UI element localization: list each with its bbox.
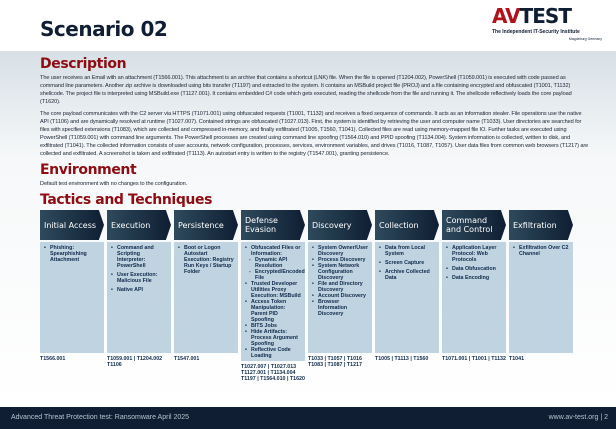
technique-item: Data Obfuscation	[445, 266, 503, 272]
technique-item: Screen Capture	[378, 260, 436, 266]
technique-item: Data from Local System	[378, 245, 436, 257]
technique-ids: T1033 | T1057 | T1016 T1083 | T1087 | T1…	[308, 356, 362, 368]
technique-item: Archive Collected Data	[378, 269, 436, 281]
tactic-column: Execution Command and Scripting Interpret…	[107, 210, 171, 368]
tactic-techniques: Command and Scripting Interpreter: Power…	[107, 242, 171, 353]
logo-wordmark: AVTEST	[492, 4, 572, 28]
technique-item: System Owner/User Discovery	[311, 245, 369, 257]
technique-item: Phishing: Spearphishing Attachment	[43, 245, 101, 263]
page-header: Scenario 02 AVTEST The Independent IT-Se…	[0, 0, 616, 51]
tactic-name: Initial Access	[44, 220, 97, 230]
technique-item: Command and Scripting Interpreter: Power…	[110, 245, 168, 269]
tactics-table: Initial Access Phishing: Spearphishing At…	[40, 210, 596, 382]
tactic-header: Initial Access	[40, 210, 104, 240]
tactic-header: Exfiltration	[509, 210, 573, 240]
tactic-techniques: Exfiltration Over C2 Channel	[509, 242, 573, 353]
technique-item: Process Discovery	[311, 257, 369, 263]
tactic-header: Persistence	[174, 210, 238, 240]
tactic-column: Defense Evasion Obfuscated Files or Infor…	[241, 210, 305, 382]
description-paragraph-1: The user receives an Email with an attac…	[40, 75, 572, 105]
technique-ids: T1005 | T1113 | T1560	[375, 356, 429, 362]
technique-ids: T1547.001	[174, 356, 200, 362]
footer-page: www.av-test.org | 2	[548, 414, 608, 421]
description-heading: Description	[40, 56, 127, 72]
technique-item: Data Encoding	[445, 275, 503, 281]
technique-item: Browser Information Discovery	[311, 299, 369, 317]
technique-item: Reflective Code Loading	[244, 347, 302, 359]
tactic-techniques: Obfuscated Files or Information:Dynamic …	[241, 242, 305, 361]
tactic-name: Exfiltration	[513, 220, 557, 230]
technique-item: BITS Jobs	[244, 323, 302, 329]
tactic-header: Execution	[107, 210, 171, 240]
technique-item: Dynamic API Resolution	[248, 257, 302, 269]
tactics-heading: Tactics and Techniques	[40, 192, 213, 208]
tactic-column: Command and Control Application Layer Pro…	[442, 210, 506, 362]
technique-item: User Execution: Malicious File	[110, 272, 168, 284]
tactic-name: Discovery	[312, 220, 352, 230]
technique-item: Obfuscated Files or Information:	[244, 245, 302, 257]
tactic-name: Collection	[379, 220, 419, 230]
technique-ids: T1071.001 | T1001 | T1132	[442, 356, 506, 362]
technique-item: Access Token Manipulation: Parent PID Sp…	[244, 299, 302, 323]
technique-item: Native API	[110, 287, 168, 293]
tactic-name: Persistence	[178, 220, 224, 230]
technique-item: File and Directory Discovery	[311, 281, 369, 293]
tactic-name: Defense Evasion	[245, 216, 278, 234]
technique-ids: T1059.001 | T1204.002 T1106	[107, 356, 163, 368]
tactic-header: Command and Control	[442, 210, 506, 240]
technique-item: Boot or Logon Autostart Execution: Regis…	[177, 245, 235, 275]
logo-location: Magdeburg Germany	[568, 37, 602, 41]
environment-heading: Environment	[40, 162, 137, 178]
tactic-header: Collection	[375, 210, 439, 240]
tactic-column: Persistence Boot or Logon Autostart Execu…	[174, 210, 238, 362]
tactic-column: Discovery System Owner/User DiscoveryProc…	[308, 210, 372, 368]
technique-item: Encrypted/Encoded File	[248, 269, 305, 281]
page-title: Scenario 02	[40, 17, 168, 41]
tactic-header: Discovery	[308, 210, 372, 240]
tactic-techniques: Boot or Logon Autostart Execution: Regis…	[174, 242, 238, 353]
description-paragraph-2: The core payload communicates with the C…	[40, 111, 589, 157]
environment-text: Default test environment with no changes…	[40, 181, 188, 187]
technique-ids: T1027.007 | T1027.013 T1127.001 | T1134.…	[241, 364, 305, 382]
tactic-header: Defense Evasion	[241, 210, 305, 240]
technique-item: System Network Configuration Discovery	[311, 263, 369, 281]
footer: Advanced Threat Protection test: Ransomw…	[0, 407, 616, 429]
technique-ids: T1566.001	[40, 356, 66, 362]
tactic-techniques: Phishing: Spearphishing Attachment	[40, 242, 104, 353]
av-test-logo: AVTEST The Independent IT-Security Insti…	[492, 6, 602, 48]
tactic-column: Initial Access Phishing: Spearphishing At…	[40, 210, 104, 362]
technique-item: Exfiltration Over C2 Channel	[512, 245, 570, 257]
technique-ids: T1041	[509, 356, 525, 362]
technique-item: Hide Artifacts: Process Argument Spoofin…	[244, 329, 302, 347]
tactic-techniques: System Owner/User DiscoveryProcess Disco…	[308, 242, 372, 353]
technique-item: Application Layer Protocol: Web Protocol…	[445, 245, 503, 263]
footer-title: Advanced Threat Protection test: Ransomw…	[11, 414, 190, 421]
tactic-name: Command and Control	[446, 216, 493, 234]
technique-item: Account Discovery	[311, 293, 369, 299]
logo-tagline: The Independent IT-Security Institute	[492, 29, 580, 35]
tactic-techniques: Application Layer Protocol: Web Protocol…	[442, 242, 506, 353]
main-content: Description The user receives an Email w…	[40, 56, 596, 382]
technique-item: Trusted Developer Utilities Proxy Execut…	[244, 281, 302, 299]
tactic-name: Execution	[111, 220, 151, 230]
tactic-techniques: Data from Local System Screen Capture Arch…	[375, 242, 439, 353]
tactic-column: Exfiltration Exfiltration Over C2 Channel…	[509, 210, 573, 362]
tactic-column: Collection Data from Local System Screen C…	[375, 210, 439, 362]
